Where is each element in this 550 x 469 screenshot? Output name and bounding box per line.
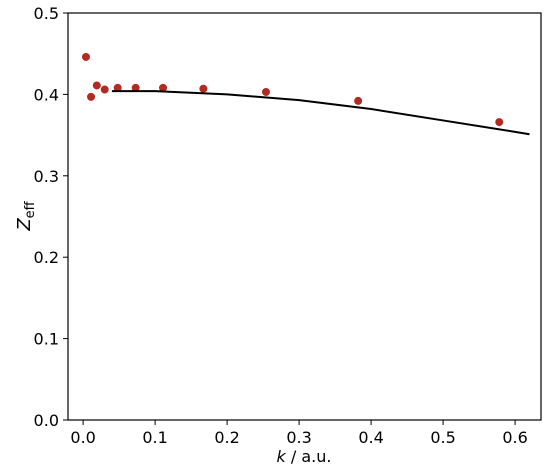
- x-tick-label: 0.0: [70, 428, 95, 447]
- point: [87, 92, 96, 101]
- point: [354, 96, 363, 105]
- x-tick-label: 0.2: [214, 428, 239, 447]
- x-tick-label: 0.1: [142, 428, 167, 447]
- plot-frame: [67, 12, 542, 421]
- x-tick-label: 0.4: [358, 428, 383, 447]
- y-tick-label: 0.2: [34, 248, 59, 267]
- line: [111, 90, 530, 136]
- y-tick-label: 0.0: [34, 411, 59, 430]
- y-tick-label: 0.5: [34, 4, 59, 23]
- point: [131, 83, 140, 92]
- point: [113, 83, 122, 92]
- x-tick-label: 0.5: [430, 428, 455, 447]
- point: [92, 81, 101, 90]
- point: [100, 85, 109, 94]
- x-tick-label: 0.6: [502, 428, 527, 447]
- y-axis-label: Zeff: [14, 200, 38, 231]
- x-tick-label: 0.3: [286, 428, 311, 447]
- point: [159, 83, 168, 92]
- point: [81, 52, 90, 61]
- y-tick-label: 0.4: [34, 85, 59, 104]
- point: [495, 118, 504, 127]
- y-tick-label: 0.3: [34, 167, 59, 186]
- y-tick-label: 0.1: [34, 330, 59, 349]
- point: [261, 87, 270, 96]
- x-axis-label: k / a.u.: [277, 447, 332, 466]
- point: [199, 84, 208, 93]
